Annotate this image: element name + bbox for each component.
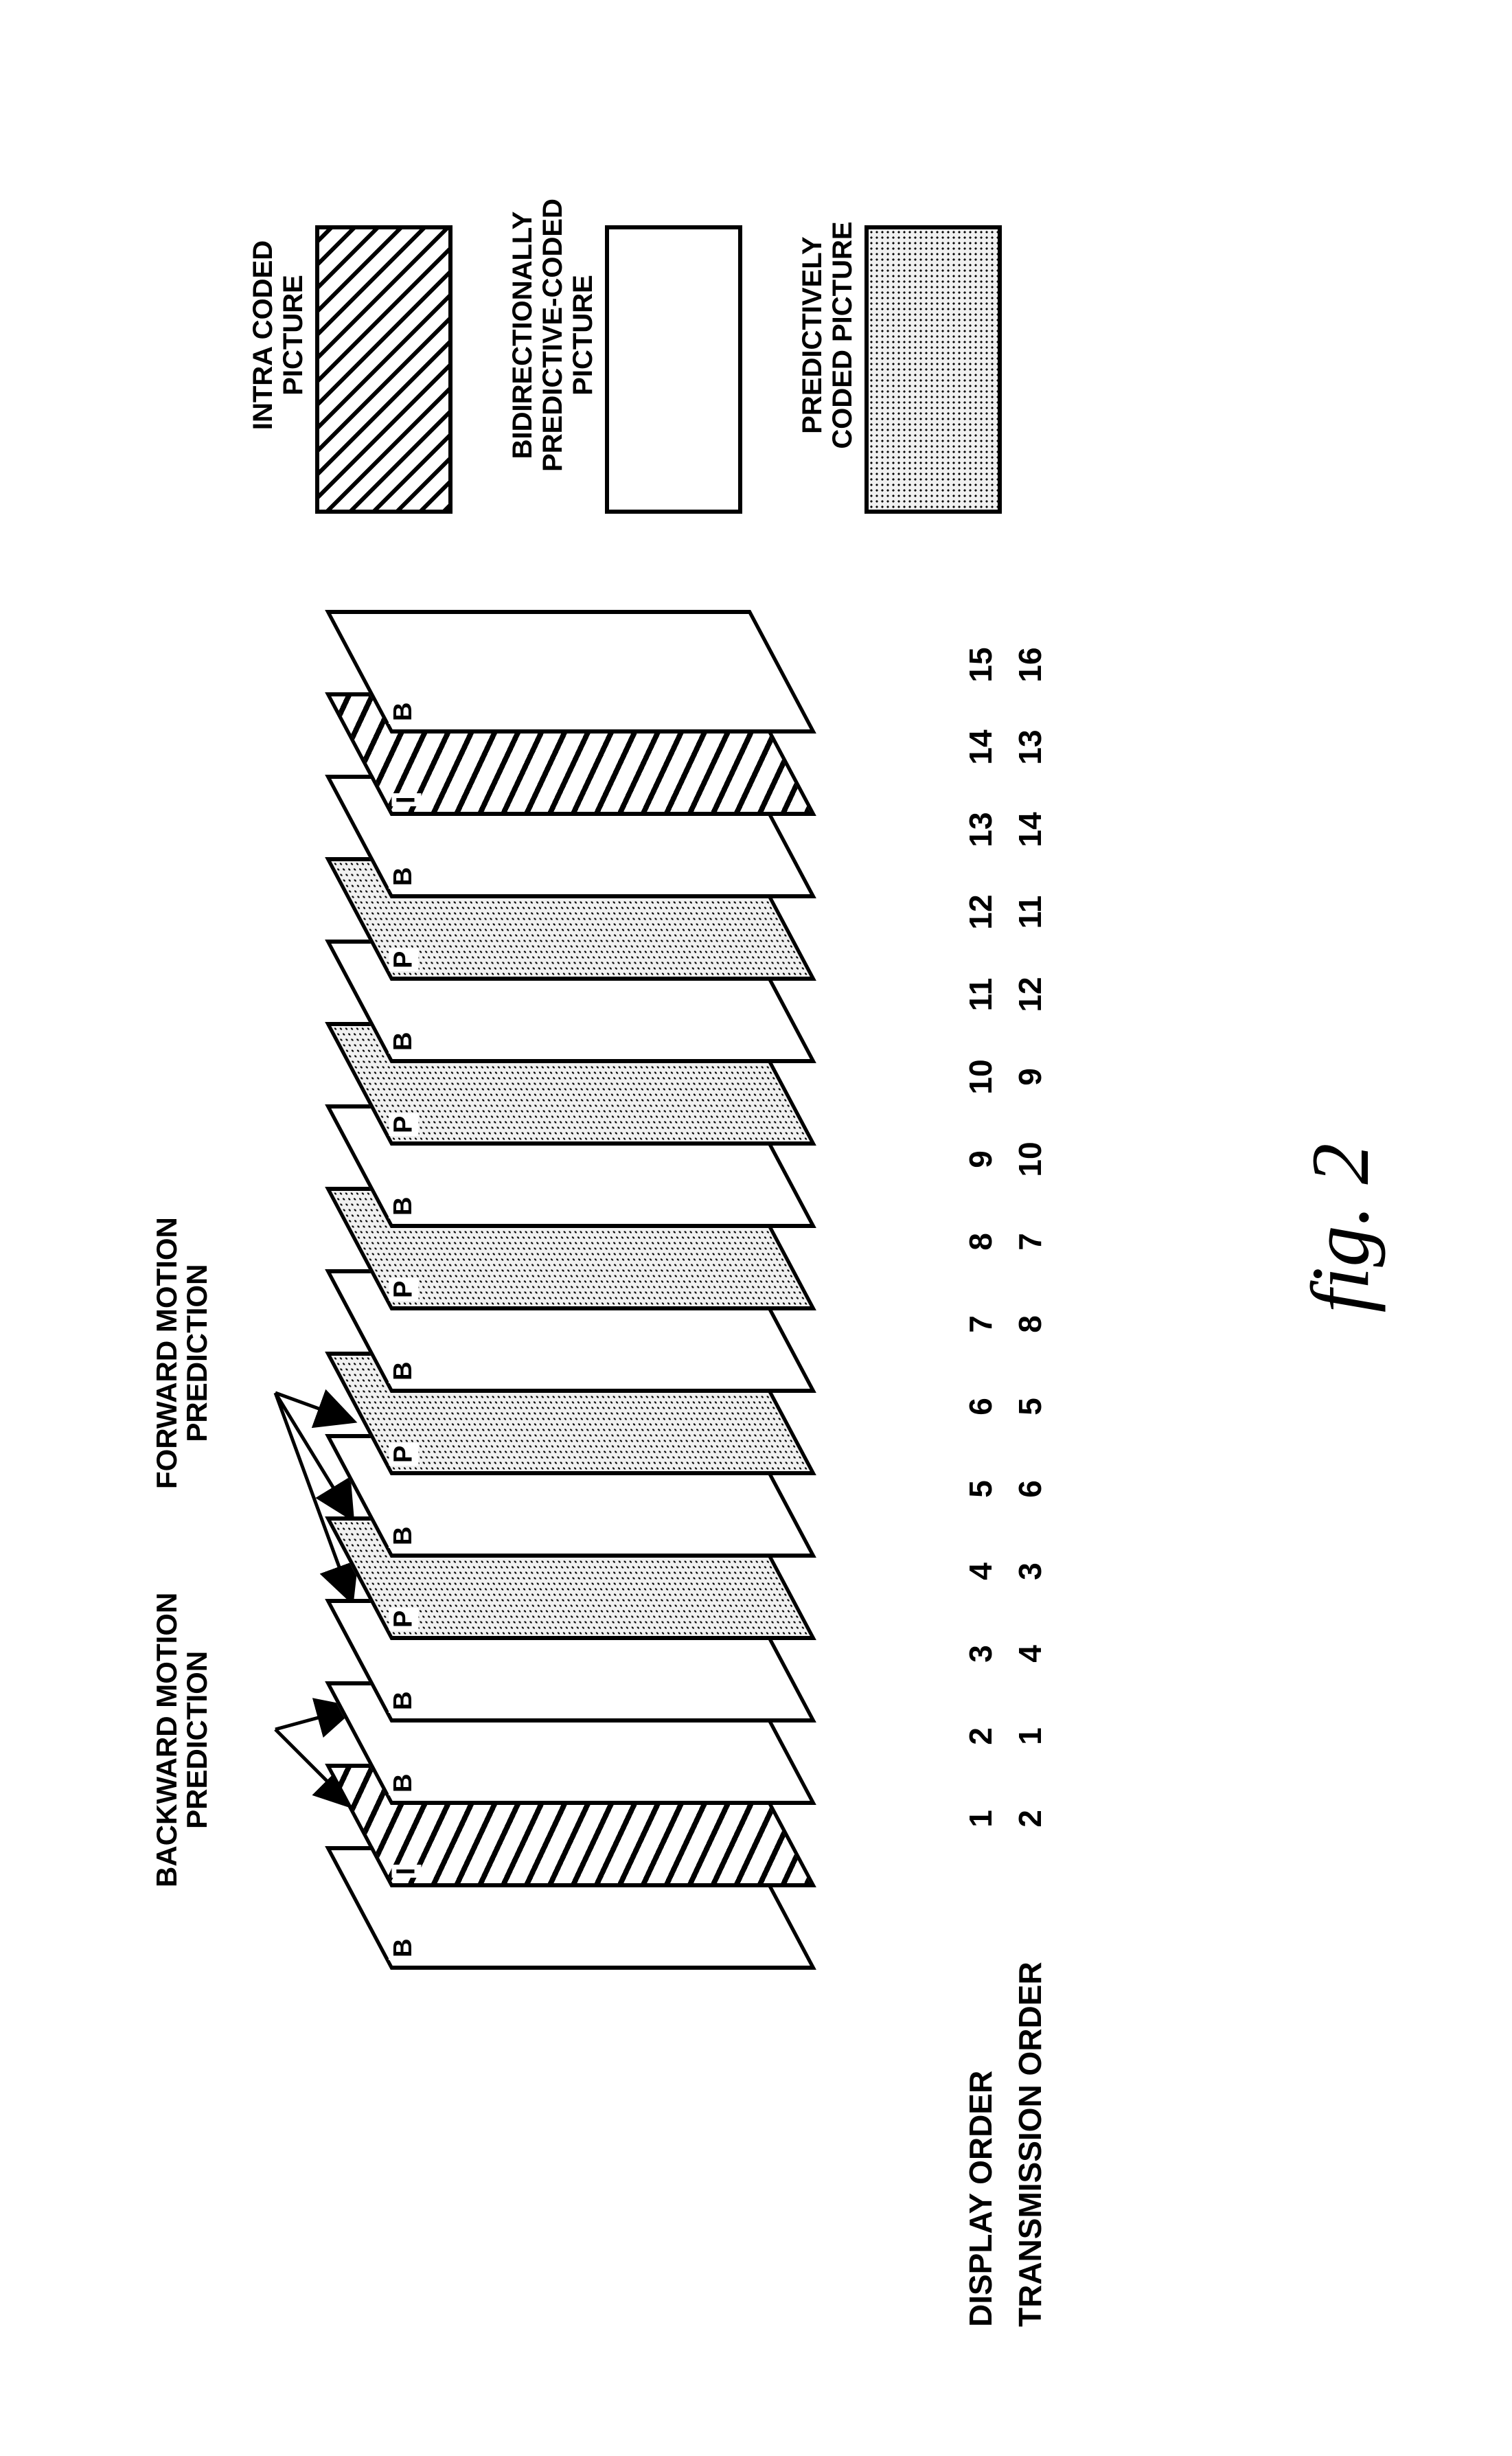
legend-item: INTRA CODEDPICTURE	[248, 157, 453, 514]
display-order-num: 15	[962, 624, 999, 706]
frame-type-tag: B	[389, 1771, 418, 1795]
legend: INTRA CODEDPICTURE BIDIRECTIONALLYPREDICT…	[248, 157, 1057, 514]
frame-type-tag: I	[391, 1865, 421, 1878]
legend-label: INTRA CODEDPICTURE	[248, 157, 308, 514]
order-rows: DISPLAY ORDER 123456789101112131415 TRAN…	[962, 473, 1061, 2327]
display-order-numbers: 123456789101112131415	[962, 624, 999, 1942]
frame-type-tag: P	[389, 948, 419, 971]
display-order-num: 13	[962, 788, 999, 871]
display-order-num: 12	[962, 871, 999, 953]
legend-swatch	[315, 225, 453, 514]
display-order-label: DISPLAY ORDER	[962, 1942, 999, 2327]
frame-type-tag: P	[389, 1278, 419, 1301]
legend-swatch	[605, 225, 742, 514]
frame-type-tag: B	[389, 1030, 418, 1054]
legend-item: BIDIRECTIONALLYPREDICTIVE-CODEDPICTURE	[507, 157, 742, 514]
diagram: BACKWARD MOTIONPREDICTION FORWARD MOTION…	[69, 129, 1443, 2327]
page: BACKWARD MOTIONPREDICTION FORWARD MOTION…	[0, 0, 1512, 2456]
frame-type-tag: P	[389, 1113, 419, 1136]
display-order-num: 11	[962, 953, 999, 1036]
frame-type-tag: P	[389, 1443, 419, 1466]
frame-type-tag: B	[389, 1359, 418, 1383]
transmission-order-row: TRANSMISSION ORDER 214365871091211141316	[1011, 473, 1049, 2327]
frame-15: B	[325, 610, 816, 734]
frame-type-tag: B	[389, 865, 418, 889]
display-order-num: 9	[962, 1118, 999, 1201]
frame-stack: B I B B P B P B P B P B P B I B	[358, 527, 1044, 1970]
transmission-order-num: 11	[1011, 871, 1049, 953]
forward-prediction-label: FORWARD MOTIONPREDICTION	[152, 1217, 212, 1489]
prediction-labels: BACKWARD MOTIONPREDICTION FORWARD MOTION…	[152, 885, 330, 1915]
transmission-order-num: 13	[1011, 706, 1049, 788]
transmission-order-num: 3	[1011, 1530, 1049, 1613]
display-order-num: 2	[962, 1695, 999, 1777]
transmission-order-num: 6	[1011, 1448, 1049, 1530]
display-order-num: 8	[962, 1201, 999, 1283]
display-order-num: 3	[962, 1613, 999, 1695]
backward-prediction-label: BACKWARD MOTIONPREDICTION	[152, 1593, 212, 1887]
display-order-num: 10	[962, 1036, 999, 1118]
transmission-order-num: 1	[1011, 1695, 1049, 1777]
legend-label: BIDIRECTIONALLYPREDICTIVE-CODEDPICTURE	[507, 157, 598, 514]
transmission-order-num: 10	[1011, 1118, 1049, 1201]
display-order-num	[962, 1860, 999, 1942]
display-order-num: 1	[962, 1777, 999, 1860]
frame-type-tag: B	[389, 1936, 418, 1960]
transmission-order-num: 8	[1011, 1283, 1049, 1365]
transmission-order-num: 9	[1011, 1036, 1049, 1118]
legend-label: PREDICTIVELYCODED PICTURE	[797, 157, 858, 514]
display-order-num: 4	[962, 1530, 999, 1613]
transmission-order-num: 16	[1011, 624, 1049, 706]
transmission-order-num: 7	[1011, 1201, 1049, 1283]
display-order-row: DISPLAY ORDER 123456789101112131415	[962, 473, 999, 2327]
display-order-num: 6	[962, 1365, 999, 1448]
frame-type-tag: I	[391, 793, 421, 806]
transmission-order-label: TRANSMISSION ORDER	[1011, 1942, 1049, 2327]
frame-type-tag: B	[389, 700, 418, 724]
transmission-order-num: 2	[1011, 1777, 1049, 1860]
display-order-num: 5	[962, 1448, 999, 1530]
legend-swatch	[864, 225, 1002, 514]
frame-type-tag: P	[389, 1608, 419, 1630]
frame-type-tag: B	[389, 1689, 418, 1713]
legend-item: PREDICTIVELYCODED PICTURE	[797, 157, 1002, 514]
frame-type-tag: B	[389, 1194, 418, 1218]
transmission-order-num: 5	[1011, 1365, 1049, 1448]
frame-type-tag: B	[389, 1524, 418, 1548]
transmission-order-num: 4	[1011, 1613, 1049, 1695]
transmission-order-num	[1011, 1860, 1049, 1942]
figure-caption: fig. 2	[1293, 1144, 1388, 1313]
display-order-num: 14	[962, 706, 999, 788]
transmission-order-num: 14	[1011, 788, 1049, 871]
display-order-num: 7	[962, 1283, 999, 1365]
transmission-order-numbers: 214365871091211141316	[1011, 624, 1049, 1942]
transmission-order-num: 12	[1011, 953, 1049, 1036]
